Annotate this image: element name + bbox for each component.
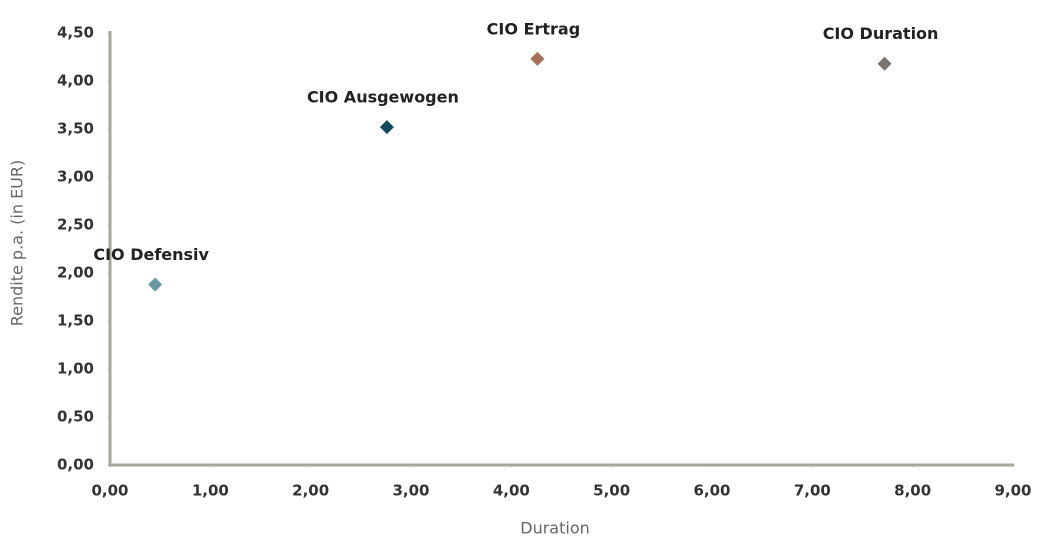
x-tick-label: 8,00 bbox=[894, 482, 931, 500]
x-tick-label: 4,00 bbox=[493, 482, 530, 500]
x-tick-label: 0,00 bbox=[91, 482, 128, 500]
point bbox=[877, 56, 892, 71]
y-tick-label: 0,00 bbox=[57, 456, 94, 474]
point bbox=[379, 120, 394, 135]
point-label: CIO Ausgewogen bbox=[307, 88, 459, 107]
point bbox=[148, 277, 163, 292]
x-tick-label: 5,00 bbox=[593, 482, 630, 500]
x-tick-label: 9,00 bbox=[994, 482, 1031, 500]
x-tick-label: 1,00 bbox=[192, 482, 229, 500]
y-tick-label: 3,50 bbox=[57, 120, 94, 138]
point-label: CIO Duration bbox=[823, 24, 939, 43]
point-label: CIO Defensiv bbox=[93, 245, 209, 264]
y-tick-label: 2,00 bbox=[57, 264, 94, 282]
y-tick-label: 0,50 bbox=[57, 408, 94, 426]
x-tick-label: 2,00 bbox=[292, 482, 329, 500]
y-tick-label: 4,00 bbox=[57, 72, 94, 90]
y-tick-label: 1,00 bbox=[57, 360, 94, 378]
y-axis-title: Rendite p.a. (in EUR) bbox=[8, 160, 27, 327]
y-tick-label: 4,50 bbox=[57, 24, 94, 42]
x-tick-label: 6,00 bbox=[693, 482, 730, 500]
point bbox=[530, 51, 545, 66]
x-tick-label: 3,00 bbox=[392, 482, 429, 500]
y-tick-label: 2,50 bbox=[57, 216, 94, 234]
y-tick-label: 3,00 bbox=[57, 168, 94, 186]
x-axis-title: Duration bbox=[520, 519, 590, 538]
x-tick-label: 7,00 bbox=[794, 482, 831, 500]
point-label: CIO Ertrag bbox=[487, 19, 580, 38]
y-tick-label: 1,50 bbox=[57, 312, 94, 330]
